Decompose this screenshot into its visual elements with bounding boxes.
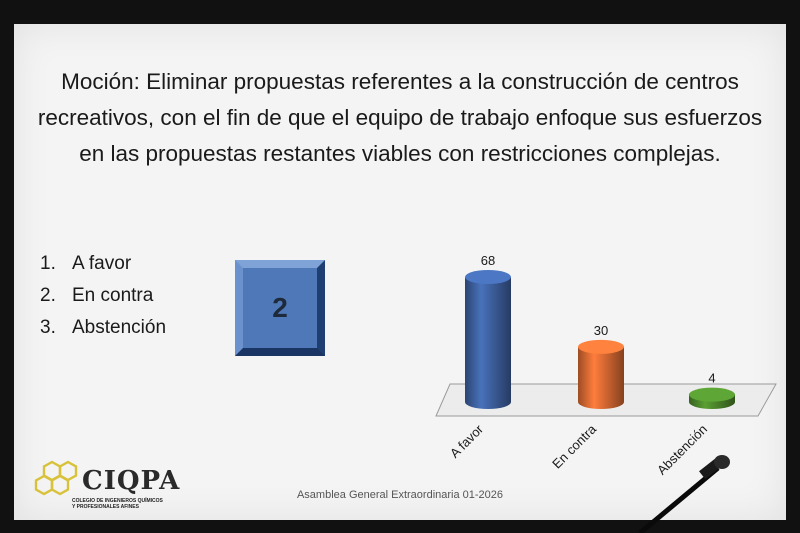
vote-option: 2. En contra (40, 280, 166, 312)
data-label: 68 (481, 253, 495, 268)
hexagon-logo-icon (34, 460, 78, 496)
logo-subtitle-line: Y PROFESIONALES AFINES (72, 504, 139, 510)
presentation-screen: Moción: Eliminar propuestas referentes a… (14, 24, 786, 520)
logo-subtitle-line: COLEGIO DE INGENIEROS QUÍMICOS (72, 498, 163, 504)
motion-title: Moción: Eliminar propuestas referentes a… (34, 64, 766, 172)
logo-name: CIQPA (82, 466, 181, 496)
bar-a-favor (465, 277, 511, 409)
motion-title-line: recreativos, con el fin de que el equipo… (37, 105, 763, 130)
vote-option: 3. Abstención (40, 312, 166, 344)
vote-option-number: 3. (40, 317, 56, 338)
data-label: 30 (594, 323, 608, 338)
vote-option-label: Abstención (72, 317, 167, 338)
ciqpa-logo: CIQPA COLEGIO DE INGENIEROS QUÍMICOS Y P… (32, 460, 182, 510)
microphone-icon (638, 455, 730, 533)
result-number-box: 2 (235, 260, 325, 356)
data-label: 4 (708, 371, 715, 386)
category-label: A favor (447, 421, 487, 461)
bar-top (465, 270, 511, 284)
logo-subtitle: COLEGIO DE INGENIEROS QUÍMICOS Y PROFESI… (72, 498, 182, 510)
category-label: En contra (549, 421, 599, 471)
motion-title-line: en las propuestas restantes viables con … (79, 141, 721, 166)
bar-en-contra (578, 346, 624, 409)
vote-option: 1. A favor (40, 248, 166, 280)
result-number: 2 (272, 292, 288, 323)
bar-top (578, 339, 624, 354)
vote-option-label: A favor (72, 253, 132, 274)
vote-option-number: 1. (40, 253, 56, 274)
motion-title-line: Moción: Eliminar propuestas referentes a… (61, 69, 739, 94)
vote-option-number: 2. (40, 285, 56, 306)
footer-text: Asamblea General Extraordinaria 01-2026 (296, 489, 504, 501)
vote-option-label: En contra (72, 285, 154, 306)
bar-top (689, 387, 735, 402)
vote-options-list: 1. A favor 2. En contra 3. Abstención (40, 248, 166, 344)
